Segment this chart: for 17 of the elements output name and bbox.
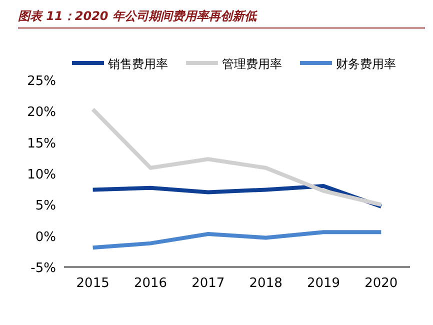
x-tick-label: 2015 xyxy=(76,276,110,291)
x-tick-label: 2020 xyxy=(364,276,398,291)
y-tick-label: 10% xyxy=(27,168,56,182)
legend-label: 财务费用率 xyxy=(336,57,396,71)
y-tick-label: 20% xyxy=(27,105,56,120)
legend-label: 销售费用率 xyxy=(107,57,168,71)
x-tick-label: 2016 xyxy=(134,276,168,291)
y-tick-label: 0% xyxy=(35,230,56,245)
x-tick-label: 2018 xyxy=(249,276,282,291)
x-tick-label: 2017 xyxy=(192,276,225,291)
x-tick-label: 2019 xyxy=(306,276,340,291)
legend-label: 管理费用率 xyxy=(222,57,282,71)
y-tick-label: 5% xyxy=(35,198,56,214)
y-tick-label: 15% xyxy=(27,136,56,152)
title: 图表 11：2020 年公司期间费用率再创新低 xyxy=(18,9,256,23)
y-tick-label: 25% xyxy=(27,74,56,89)
y-tick-label: -5% xyxy=(30,261,56,276)
